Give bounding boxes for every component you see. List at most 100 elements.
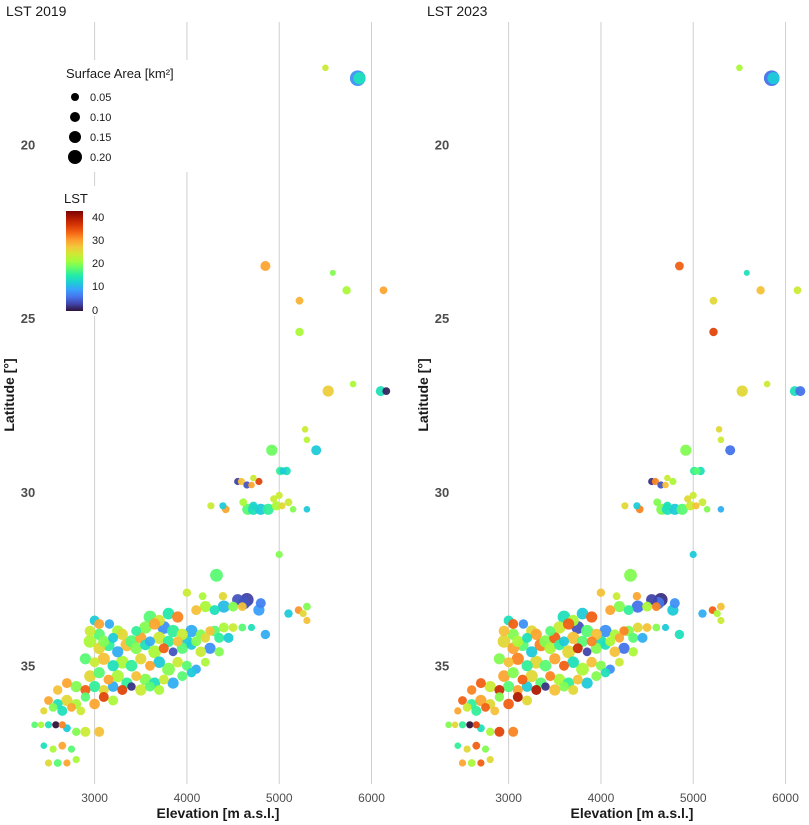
- scatter-point: [295, 327, 304, 337]
- scatter-point: [135, 684, 147, 696]
- scatter-point: [103, 674, 114, 685]
- scatter-point: [508, 619, 519, 629]
- scatter-point: [581, 624, 594, 638]
- scatter-point: [67, 745, 76, 753]
- scatter-point: [260, 629, 271, 640]
- scatter-point: [522, 695, 533, 706]
- scatter-point: [301, 426, 309, 433]
- scatter-point: [486, 756, 494, 764]
- scatter-point: [238, 623, 247, 632]
- y-tick-20: 20: [435, 137, 449, 152]
- scatter-point: [563, 618, 575, 630]
- scatter-point: [94, 619, 105, 629]
- scatter-point: [97, 652, 110, 665]
- scatter-point: [116, 628, 128, 641]
- size-legend-label-0.20: 0.20: [90, 152, 111, 164]
- scatter-point: [462, 703, 472, 712]
- scatter-point: [218, 622, 229, 633]
- scatter-point: [632, 622, 643, 633]
- scatter-point: [52, 721, 60, 729]
- scatter-point: [271, 501, 282, 511]
- scatter-point: [44, 721, 53, 729]
- scatter-point: [303, 436, 311, 444]
- scatter-point: [58, 721, 66, 729]
- scatter-point: [172, 636, 183, 647]
- scatter-point: [167, 624, 180, 638]
- scatter-point: [186, 668, 197, 678]
- scatter-point: [191, 636, 202, 647]
- scatter-point: [481, 703, 490, 712]
- scatter-point: [559, 636, 569, 647]
- scatter-point: [475, 678, 486, 689]
- scatter-point: [279, 467, 287, 475]
- panel-lst-2023: LST 2023 3000 4000 5000 6000 20 25 30 35…: [415, 3, 806, 821]
- scatter-point: [158, 674, 169, 685]
- scatter-point: [653, 498, 662, 507]
- scatter-point: [44, 759, 53, 767]
- y-tick-30: 30: [21, 485, 35, 500]
- scatter-points-2019: [31, 64, 391, 767]
- scatter-point: [98, 635, 110, 648]
- scatter-point: [299, 610, 307, 618]
- scatter-point: [562, 645, 575, 659]
- x-tick-6000: 6000: [358, 791, 385, 805]
- x-tick-4000: 4000: [588, 791, 615, 805]
- colorbar-label-0: 0: [92, 305, 98, 317]
- scatter-point: [93, 667, 105, 679]
- scatter-point: [98, 685, 109, 695]
- scatter-point: [228, 623, 238, 632]
- scatter-point: [250, 474, 257, 482]
- scatter-point: [717, 506, 725, 513]
- scatter-point: [112, 646, 124, 658]
- scatter-point: [664, 474, 671, 482]
- x-tick-5000: 5000: [266, 791, 293, 805]
- scatter-point: [76, 706, 86, 716]
- color-legend-title: LST: [64, 191, 88, 206]
- scatter-point: [493, 653, 505, 665]
- scatter-point: [529, 655, 543, 669]
- scatter-point: [508, 726, 519, 737]
- scatter-point: [472, 721, 480, 729]
- scatter-point: [57, 705, 68, 716]
- scatter-point: [185, 624, 198, 638]
- scatter-point: [545, 671, 556, 682]
- scatter-point: [599, 624, 612, 638]
- scatter-point: [595, 660, 606, 671]
- y-tick-35: 35: [21, 659, 35, 674]
- scatter-point: [107, 660, 119, 672]
- scatter-point: [586, 611, 598, 623]
- scatter-point: [709, 296, 718, 305]
- scatter-point: [72, 756, 80, 764]
- scatter-point: [512, 635, 524, 648]
- scatter-point: [612, 592, 621, 601]
- scatter-point: [217, 600, 230, 613]
- scatter-point: [698, 498, 707, 507]
- scatter-point: [223, 632, 234, 643]
- x-axis-label-2023: Elevation [m a.s.l.]: [571, 805, 694, 821]
- panel-title-2023: LST 2023: [427, 3, 488, 19]
- scatter-point: [237, 477, 245, 486]
- scatter-point: [477, 759, 485, 767]
- scatter-point: [243, 481, 251, 489]
- scatter-point: [463, 745, 471, 753]
- scatter-point: [623, 605, 634, 616]
- scatter-point: [115, 655, 129, 669]
- y-tick-20: 20: [21, 137, 35, 152]
- scatter-point: [295, 296, 304, 305]
- scatter-point: [454, 742, 462, 749]
- scatter-point: [200, 633, 211, 643]
- scatter-point: [454, 707, 462, 715]
- scatter-point: [375, 386, 386, 397]
- scatter-point: [148, 645, 162, 659]
- scatter-point: [522, 632, 533, 643]
- scatter-point: [89, 657, 100, 668]
- scatter-point: [44, 696, 53, 705]
- scatter-point: [494, 692, 505, 702]
- color-legend: LST 40 30 20 10 0: [58, 186, 110, 317]
- scatter-point: [275, 491, 283, 499]
- scatter-point: [518, 619, 529, 629]
- scatter-point: [763, 380, 771, 388]
- scatter-point: [84, 670, 96, 682]
- scatter-point: [689, 550, 697, 559]
- scatter-point: [567, 656, 579, 668]
